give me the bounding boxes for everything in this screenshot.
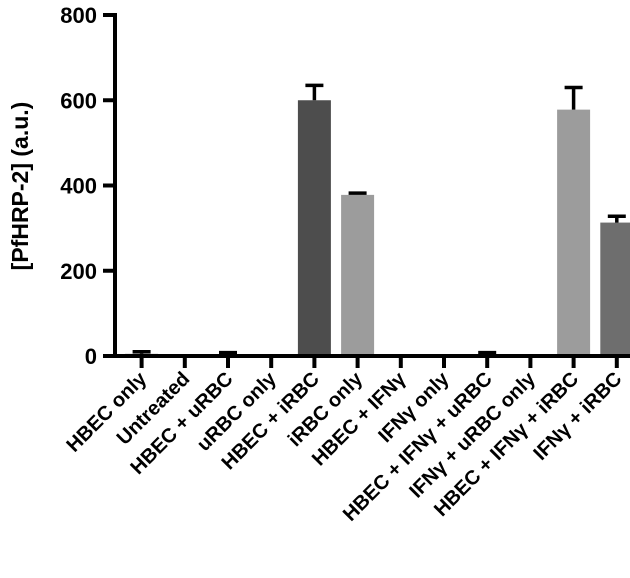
error-bar [564, 85, 583, 110]
y-tick-label: 400 [60, 174, 97, 199]
bar [341, 194, 375, 356]
bar [600, 222, 630, 356]
error-bar [305, 83, 324, 101]
y-tick-label: 800 [60, 3, 97, 28]
error-bar [132, 349, 151, 354]
error-bar [348, 191, 367, 195]
y-tick-label: 0 [85, 344, 97, 369]
error-bar [607, 214, 626, 223]
y-axis: 0 200 400 600 800 [60, 3, 117, 369]
y-tick-label: 600 [60, 88, 97, 113]
bars [125, 83, 630, 356]
y-axis-label: [PfHRP-2] (a.u.) [7, 102, 33, 271]
bar [297, 100, 331, 356]
y-tick-label: 200 [60, 259, 97, 284]
bar [557, 109, 591, 356]
